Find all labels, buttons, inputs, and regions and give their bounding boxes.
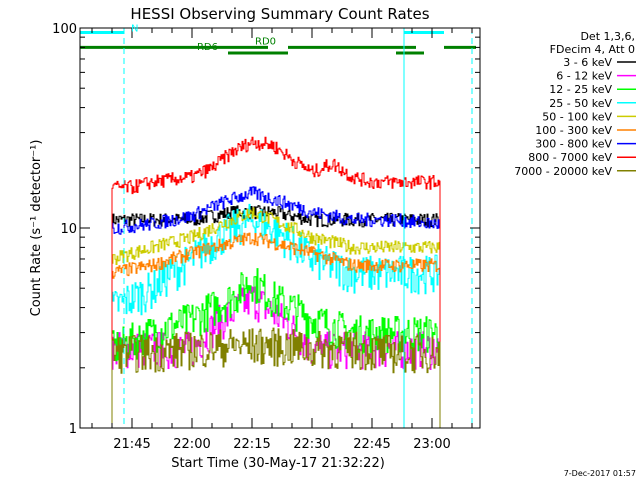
series-line-8 — [111, 327, 441, 428]
annotation-label-RD0: RD0 — [255, 36, 276, 47]
series-layer — [111, 136, 441, 428]
annotation-label-RD6: RD6 — [197, 42, 218, 53]
legend-label-7: 800 - 7000 keV — [528, 151, 612, 164]
legend-label-1: 6 - 12 keV — [556, 70, 612, 83]
legend-label-8: 7000 - 20000 keV — [514, 165, 612, 178]
legend-label-5: 100 - 300 keV — [535, 124, 612, 137]
legend-header-line-2: FDecim 4, Att 0 — [550, 43, 635, 56]
series-line-6 — [111, 186, 441, 428]
axis-layer: 1 10 100 21:45 22:00 22:15 22:30 22:45 23:00 N RD0… — [52, 22, 480, 452]
annotation-layer — [80, 28, 476, 428]
y-axis-label: Count Rate (s⁻¹ detector⁻¹) — [29, 140, 44, 317]
x-tick-label: 21:45 — [113, 437, 150, 452]
y-tick-label: 10 — [60, 222, 77, 237]
legend-label-3: 25 - 50 keV — [549, 97, 612, 110]
annotation-label-N: N — [131, 23, 138, 34]
series-line-4 — [111, 207, 441, 428]
legend-label-6: 300 - 800 keV — [535, 138, 612, 151]
x-axis-label: Start Time (30-May-17 21:32:22) — [171, 456, 385, 471]
x-tick-label: 23:00 — [413, 437, 450, 452]
series-line-2 — [111, 268, 441, 428]
legend-label-4: 50 - 100 keV — [542, 110, 612, 123]
legend-label-0: 3 - 6 keV — [563, 56, 612, 69]
y-tick-label: 100 — [52, 22, 77, 37]
x-tick-label: 22:30 — [293, 437, 330, 452]
x-tick-label: 22:15 — [233, 437, 270, 452]
series-line-7 — [111, 136, 441, 428]
legend-header-line-1: Det 1,3,6, — [580, 30, 635, 43]
chart-title: HESSI Observing Summary Count Rates — [130, 5, 429, 23]
legend-label-2: 12 - 25 keV — [549, 83, 612, 96]
y-tick-label: 1 — [69, 422, 77, 437]
series-line-5 — [111, 232, 441, 428]
footer-timestamp: 7-Dec-2017 01:57 — [564, 469, 636, 478]
x-tick-label: 22:00 — [173, 437, 210, 452]
x-tick-label: 22:45 — [353, 437, 390, 452]
